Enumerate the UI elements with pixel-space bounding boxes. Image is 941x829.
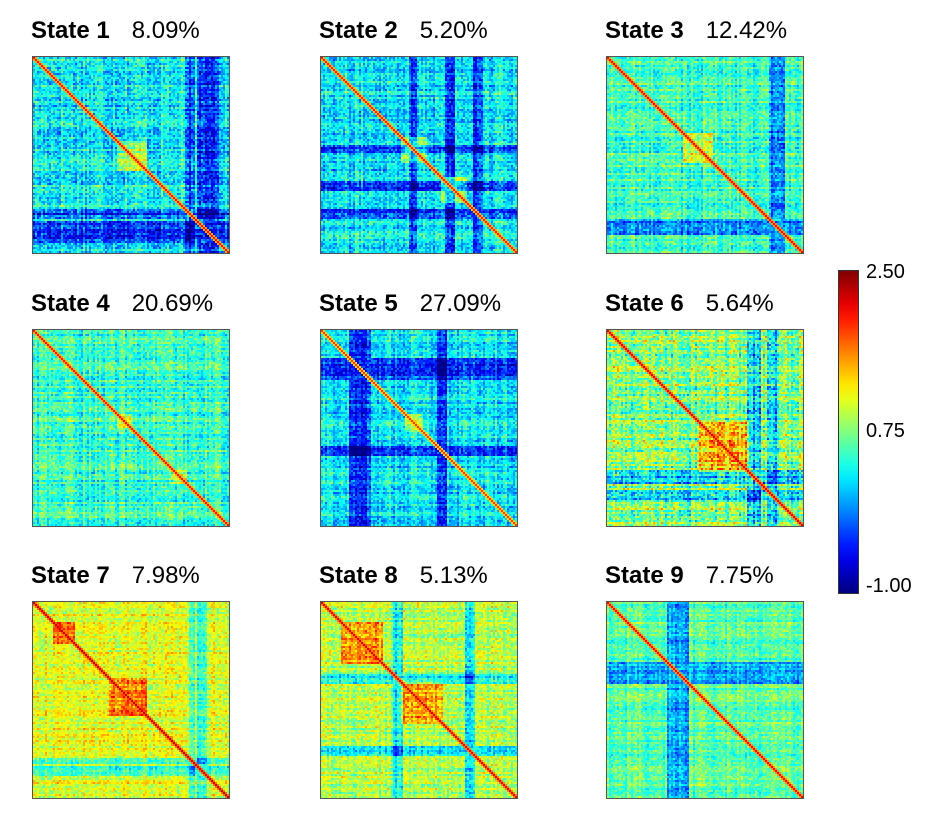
state-label: State 4 (31, 290, 110, 317)
state-6-matrix (606, 329, 804, 527)
state-percent: 5.64% (705, 290, 774, 317)
state-5-matrix (320, 329, 518, 527)
state-7-panel: State 7 7.98% (31, 562, 271, 822)
state-8-title: State 8 5.13% (319, 562, 488, 590)
state-9-title: State 9 7.75% (605, 562, 774, 590)
colorbar (838, 270, 859, 594)
colorbar-tick-max: 2.50 (866, 261, 905, 283)
state-label: State 9 (605, 562, 684, 589)
colorbar-tick-min: -1.00 (866, 575, 912, 597)
state-1-matrix (32, 56, 230, 254)
state-percent: 27.09% (419, 290, 502, 317)
state-label: State 1 (31, 17, 110, 44)
state-1-panel: State 1 8.09% (31, 17, 271, 277)
state-3-panel: State 3 12.42% (605, 17, 845, 277)
state-label: State 6 (605, 290, 684, 317)
state-6-panel: State 6 5.64% (605, 290, 845, 550)
state-label: State 2 (319, 17, 398, 44)
state-percent: 7.75% (705, 562, 774, 589)
state-7-matrix (32, 601, 230, 799)
state-label: State 3 (605, 17, 684, 44)
state-label: State 5 (319, 290, 398, 317)
state-8-panel: State 8 5.13% (319, 562, 559, 822)
state-5-panel: State 5 27.09% (319, 290, 559, 550)
state-percent: 5.13% (419, 562, 488, 589)
state-8-matrix (320, 601, 518, 799)
state-3-matrix (606, 56, 804, 254)
colorbar-tick-mid: 0.75 (866, 420, 905, 442)
state-percent: 20.69% (131, 290, 214, 317)
state-label: State 7 (31, 562, 110, 589)
state-3-title: State 3 12.42% (605, 17, 787, 45)
state-percent: 7.98% (131, 562, 200, 589)
state-2-title: State 2 5.20% (319, 17, 488, 45)
state-percent: 12.42% (705, 17, 788, 44)
state-5-title: State 5 27.09% (319, 290, 501, 318)
state-7-title: State 7 7.98% (31, 562, 200, 590)
state-percent: 8.09% (131, 17, 200, 44)
state-9-matrix (606, 601, 804, 799)
state-4-title: State 4 20.69% (31, 290, 213, 318)
state-2-matrix (320, 56, 518, 254)
state-2-panel: State 2 5.20% (319, 17, 559, 277)
state-1-title: State 1 8.09% (31, 17, 200, 45)
state-9-panel: State 9 7.75% (605, 562, 845, 822)
state-label: State 8 (319, 562, 398, 589)
state-4-matrix (32, 329, 230, 527)
state-4-panel: State 4 20.69% (31, 290, 271, 550)
state-percent: 5.20% (419, 17, 488, 44)
state-6-title: State 6 5.64% (605, 290, 774, 318)
